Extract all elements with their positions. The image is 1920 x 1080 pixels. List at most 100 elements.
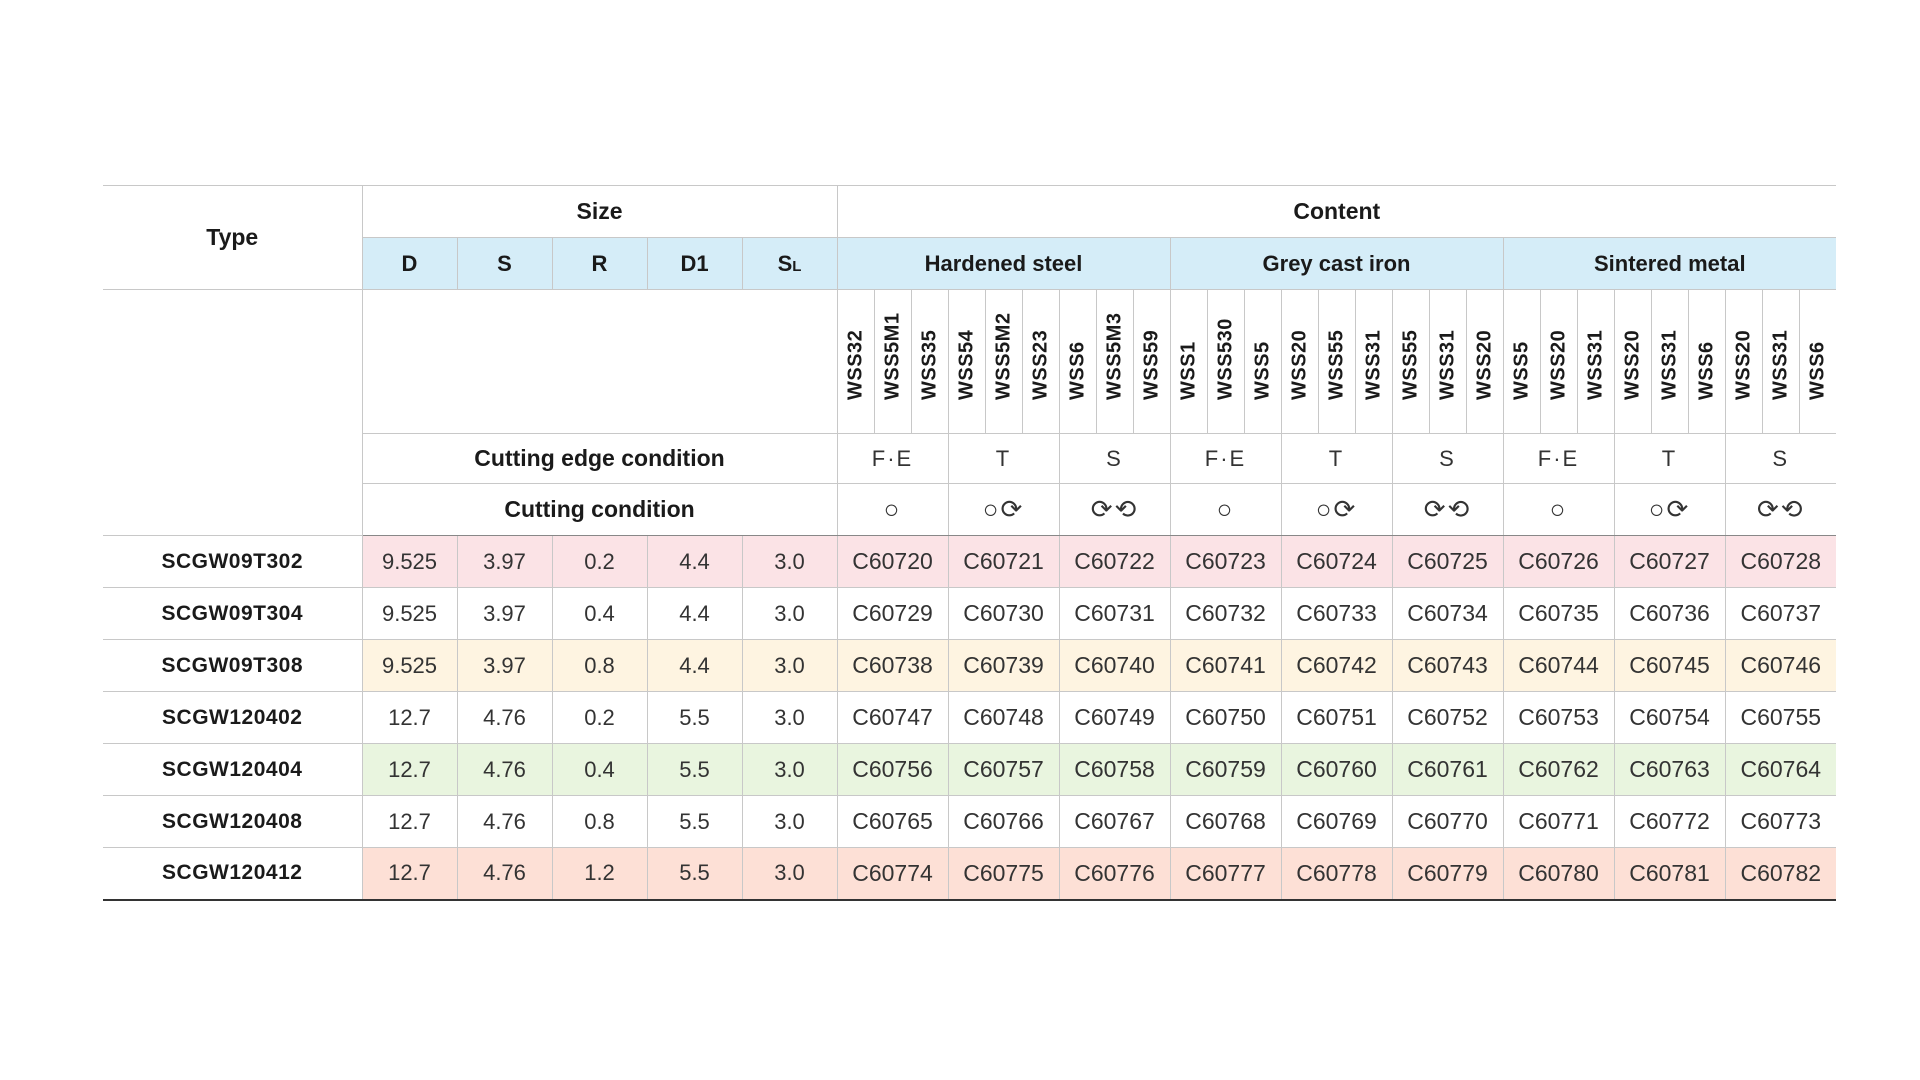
size-value-r: 0.4 [551,587,647,640]
product-code-cell: C60762 [1502,743,1614,796]
grade-label: WSS31 [1436,329,1458,400]
content-header: Content [836,185,1837,238]
material-header-2: Sintered metal [1502,237,1837,290]
product-code-cell: C60721 [947,535,1059,588]
product-table-container: Type Size Content D S R D1 SL Hardened steel Grey… [103,185,1837,901]
size-value-s: 4.76 [456,743,552,796]
row-type-cell: SCGW120404 [103,743,363,796]
product-code-cell: C60764 [1724,743,1837,796]
grade-cell: WSS20 [1539,289,1577,434]
product-code-cell: C60725 [1391,535,1503,588]
size-value-d1: 4.4 [646,535,742,588]
size-col-d1: D1 [646,237,742,290]
size-sl-main: S [777,250,793,276]
grade-label: WSS31 [1362,329,1384,400]
size-value-sl: 3.0 [741,691,837,744]
size-col-d: D [361,237,457,290]
cutting-condition-icon: ○ [836,483,948,536]
grade-cell: WSS31 [1576,289,1614,434]
product-code-cell: C60746 [1724,639,1837,692]
edge-condition-value: S [1058,433,1170,484]
grade-label: WSS20 [1547,329,1569,400]
size-col-s: S [456,237,552,290]
table-row: SCGW120404 12.7 4.76 0.4 5.5 3.0 C60756 C60757 C… [103,743,1837,796]
size-value-sl: 3.0 [741,795,837,848]
size-value-r: 0.8 [551,795,647,848]
size-value-s: 3.97 [456,639,552,692]
size-value-sl: 3.0 [741,743,837,796]
row-type-cell: SCGW09T304 [103,587,363,640]
edge-condition-value: F·E [836,433,948,484]
size-value-d1: 5.5 [646,847,742,901]
grade-cell: WSS32 [836,289,874,434]
product-code-cell: C60749 [1058,691,1170,744]
edge-condition-value: F·E [1169,433,1281,484]
product-code-cell: C60722 [1058,535,1170,588]
product-code-cell: C60727 [1613,535,1725,588]
grade-cell: WSS20 [1613,289,1651,434]
grade-cell: WSS5 [1502,289,1540,434]
grade-cell: WSS6 [1798,289,1837,434]
product-code-cell: C60781 [1613,847,1725,901]
grade-label: WSS5 [1251,341,1273,400]
table-row: SCGW09T302 9.525 3.97 0.2 4.4 3.0 C60720 C60721… [103,535,1837,588]
grade-cell: WSS59 [1132,289,1170,434]
grade-cell: WSS20 [1465,289,1503,434]
product-code-cell: C60744 [1502,639,1614,692]
product-code-cell: C60731 [1058,587,1170,640]
product-code-cell: C60777 [1169,847,1281,901]
grade-label: WSS6 [1806,341,1829,400]
product-code-cell: C60756 [836,743,948,796]
grade-cell: WSS31 [1354,289,1392,434]
product-code-cell: C60728 [1724,535,1837,588]
edge-condition-value: S [1724,433,1837,484]
row-type-cell: SCGW120402 [103,691,363,744]
size-value-d: 9.525 [361,535,457,588]
product-code-cell: C60773 [1724,795,1837,848]
grade-label: WSS31 [1584,329,1606,400]
product-code-cell: C60765 [836,795,948,848]
product-code-cell: C60739 [947,639,1059,692]
product-code-cell: C60742 [1280,639,1392,692]
row-type-cell: SCGW120408 [103,795,363,848]
product-code-cell: C60736 [1613,587,1725,640]
grade-label: WSS5M2 [992,312,1014,400]
grade-label: WSS20 [1473,329,1495,400]
product-code-cell: C60752 [1391,691,1503,744]
product-code-cell: C60730 [947,587,1059,640]
grade-label: WSS1 [1177,341,1199,400]
grade-label: WSS54 [955,329,977,400]
grade-cell: WSS23 [1021,289,1059,434]
size-value-r: 0.2 [551,535,647,588]
grade-cell: WSS31 [1428,289,1466,434]
edge-condition-value: T [1613,433,1725,484]
grade-cell: WSS20 [1280,289,1318,434]
cutting-condition-icon: ○⟳ [1613,483,1725,536]
grade-label: WSS6 [1695,341,1717,400]
product-code-cell: C60761 [1391,743,1503,796]
cutting-condition-icon: ⟳⟲ [1058,483,1170,536]
size-value-sl: 3.0 [741,639,837,692]
product-code-cell: C60720 [836,535,948,588]
product-code-cell: C60771 [1502,795,1614,848]
product-code-cell: C60776 [1058,847,1170,901]
grade-cell: WSS5M2 [984,289,1022,434]
grade-cell: WSS35 [910,289,948,434]
type-header: Type [103,185,362,290]
size-sl-sub: L [792,257,802,275]
size-value-r: 0.4 [551,743,647,796]
size-value-d1: 4.4 [646,587,742,640]
product-code-cell: C60778 [1280,847,1392,901]
size-value-s: 3.97 [456,587,552,640]
size-value-r: 0.2 [551,691,647,744]
product-code-cell: C60724 [1280,535,1392,588]
table-row: SCGW120402 12.7 4.76 0.2 5.5 3.0 C60747 C60748 C… [103,691,1837,744]
grade-cell: WSS6 [1687,289,1725,434]
grade-label: WSS5M3 [1103,312,1125,400]
size-value-sl: 3.0 [741,587,837,640]
cutting-condition-icon: ○ [1169,483,1281,536]
size-value-d: 12.7 [361,691,457,744]
product-code-cell: C60760 [1280,743,1392,796]
grade-cell: WSS31 [1761,289,1799,434]
grade-label: WSS23 [1029,329,1051,400]
